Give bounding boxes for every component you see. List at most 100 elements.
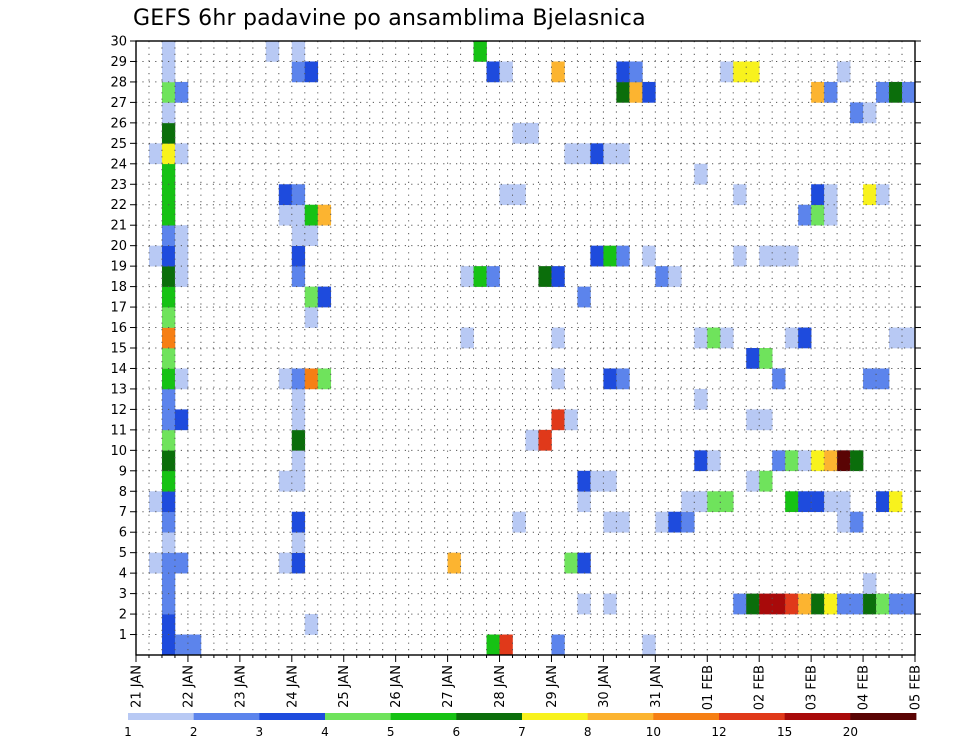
y-tick-label: 15 — [110, 342, 127, 357]
heatmap-cell — [642, 245, 656, 267]
heatmap-cell — [278, 552, 293, 574]
heatmap-cell — [161, 245, 176, 267]
heatmap-cell — [551, 409, 565, 431]
heatmap-cell — [161, 552, 176, 574]
heatmap-cell — [161, 266, 176, 287]
heatmap-cell — [161, 532, 176, 553]
heatmap-cell — [707, 491, 721, 513]
heatmap-cell — [824, 491, 838, 513]
x-tick-label: 02 FEB — [753, 665, 768, 710]
y-tick-label: 9 — [119, 464, 127, 479]
heatmap-cell — [278, 368, 293, 390]
heatmap-cell — [746, 348, 760, 369]
colorbar-legend: 1 2 3 4 5 6 7 8 10 12 15 20 — [124, 713, 917, 739]
heatmap-cell — [512, 184, 526, 206]
heatmap-cell — [642, 634, 656, 656]
heatmap-cell — [590, 143, 604, 165]
heatmap-cell — [876, 184, 890, 206]
heatmap-cell — [889, 327, 903, 349]
heatmap-cell — [577, 286, 591, 308]
heatmap-cell — [824, 450, 838, 472]
heatmap-cell — [694, 163, 708, 185]
y-tick-label: 22 — [110, 198, 127, 213]
heatmap-cell — [161, 327, 176, 349]
heatmap-cell — [291, 61, 306, 83]
heatmap-cell — [304, 204, 319, 226]
heatmap-cell — [161, 143, 176, 165]
heatmap-cell — [629, 61, 643, 83]
heatmap-cell — [161, 409, 176, 431]
heatmap-cell — [551, 368, 565, 390]
heatmap-cell — [161, 450, 176, 472]
heatmap-cell — [837, 450, 851, 472]
heatmap-cell — [603, 593, 617, 615]
heatmap-cell — [174, 81, 189, 103]
heatmap-cell — [902, 327, 916, 349]
colorbar-swatch — [456, 713, 523, 720]
heatmap-cell — [148, 143, 163, 165]
y-tick-label: 1 — [119, 628, 127, 643]
heatmap-cell — [837, 511, 851, 533]
x-tick-label: 21 JAN — [130, 665, 145, 708]
heatmap-cell — [837, 593, 851, 615]
heatmap-cell — [863, 368, 877, 390]
heatmap-cell — [616, 245, 630, 267]
heatmap-cell — [785, 450, 799, 472]
heatmap-cell — [161, 184, 176, 206]
heatmap-cell — [798, 593, 812, 615]
heatmap-cell — [694, 491, 708, 513]
heatmap-cell — [681, 491, 695, 513]
heatmap-cell — [798, 450, 812, 472]
heatmap-cell — [174, 143, 189, 165]
y-tick-label: 26 — [110, 116, 127, 131]
heatmap-cell — [863, 184, 877, 206]
heatmap-cell — [577, 143, 591, 165]
heatmap-cell — [772, 368, 786, 390]
colorbar-label: 2 — [190, 725, 198, 739]
heatmap-cell — [746, 470, 760, 492]
heatmap-cell — [278, 204, 293, 226]
heatmap-cell — [304, 225, 319, 246]
heatmap-cell — [486, 61, 500, 83]
heatmap-cell — [291, 409, 306, 431]
heatmap-cell — [785, 327, 799, 349]
heatmap-cell — [304, 368, 319, 390]
y-tick-label: 25 — [110, 137, 127, 152]
y-tick-label: 4 — [119, 567, 127, 582]
heatmap-cell — [772, 450, 786, 472]
x-tick-label: 22 JAN — [181, 665, 196, 708]
heatmap-cell — [486, 266, 500, 287]
y-tick-label: 10 — [110, 444, 127, 459]
heatmap-cell — [278, 470, 293, 492]
heatmap-cell — [486, 634, 500, 656]
heatmap-cell — [460, 327, 474, 349]
y-tick-label: 3 — [119, 587, 127, 602]
colorbar-label: 5 — [387, 725, 395, 739]
heatmap-cell — [733, 61, 747, 83]
heatmap-cell — [564, 143, 578, 165]
heatmap-cell — [291, 532, 306, 553]
heatmap-cell — [863, 593, 877, 615]
heatmap-cell — [863, 573, 877, 594]
x-tick-label: 23 JAN — [233, 665, 248, 708]
heatmap-cell — [798, 204, 812, 226]
heatmap-cell — [616, 511, 630, 533]
heatmap-cell — [837, 61, 851, 83]
heatmap-cell — [655, 266, 669, 287]
heatmap-cell — [785, 245, 799, 267]
heatmap-cell — [512, 122, 526, 144]
heatmap-cell — [629, 81, 643, 103]
heatmap-cell — [642, 81, 656, 103]
heatmap-cell — [174, 634, 189, 656]
heatmap-cell — [473, 41, 487, 62]
heatmap-cell — [161, 429, 176, 451]
heatmap-cell — [694, 327, 708, 349]
heatmap-cell — [811, 593, 825, 615]
heatmap-cell — [148, 491, 163, 513]
heatmap-cell — [174, 552, 189, 574]
colorbar-label: 3 — [256, 725, 264, 739]
x-tick-label: 26 JAN — [389, 665, 404, 708]
heatmap-cell — [785, 593, 799, 615]
x-tick-label: 28 JAN — [493, 665, 508, 708]
heatmap-cell — [161, 225, 176, 246]
